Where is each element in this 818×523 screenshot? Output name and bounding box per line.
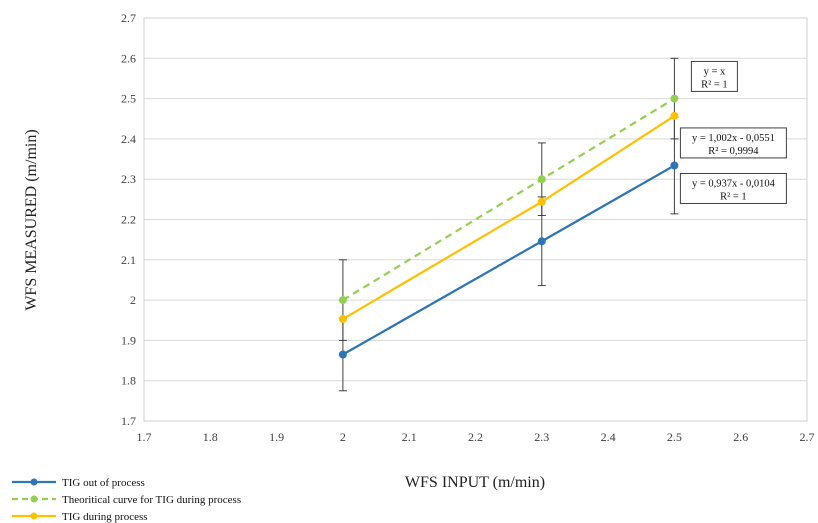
data-point	[537, 197, 546, 206]
x-tick-label: 1.8	[203, 430, 218, 444]
y-tick-labels: 1.7 1.8 1.9 2 2.1 2.2 2.3 2.4 2.5 2.6 2.7	[121, 11, 136, 428]
r-squared-text: R² = 0,9994	[708, 146, 759, 157]
y-tick-label: 2.5	[121, 92, 136, 106]
legend-marker	[30, 478, 38, 486]
y-tick-label: 2.2	[121, 213, 136, 227]
legend-entry: TIG out of process	[12, 477, 145, 489]
data-point	[338, 315, 347, 324]
y-tick-label: 1.9	[121, 333, 136, 347]
equation-annotations: y = x R² = 1 y = 1,002x - 0,0551 R² = 0,999…	[679, 60, 787, 204]
y-tick-label: 2.7	[121, 11, 136, 25]
x-tick-label: 1.7	[137, 430, 152, 444]
y-tick-label: 2.6	[121, 51, 136, 65]
equation-box: y = 1,002x - 0,0551 R² = 0,9994	[679, 127, 787, 159]
equation-box: y = 0,937x - 0,0104 R² = 1	[679, 172, 787, 204]
data-point	[670, 161, 679, 170]
y-tick-label: 2	[130, 293, 136, 307]
series-line	[342, 97, 675, 302]
data-point	[670, 94, 679, 103]
legend: TIG out of process Theoritical curve for …	[12, 477, 241, 523]
legend-label: TIG out of process	[62, 477, 145, 489]
x-tick-label: 2.6	[733, 430, 748, 444]
y-tick-label: 1.7	[121, 414, 136, 428]
x-tick-label: 2.4	[601, 430, 616, 444]
x-tick-label: 2.5	[667, 430, 682, 444]
y-tick-label: 1.8	[121, 374, 136, 388]
series-line	[342, 115, 675, 320]
legend-entry: Theoritical curve for TIG during process	[12, 494, 241, 506]
equation-text: y = x	[704, 66, 726, 77]
data-point	[537, 237, 546, 246]
plot-area-frame	[143, 17, 808, 422]
r-squared-text: R² = 1	[701, 79, 728, 90]
x-axis-title: WFS INPUT (m/min)	[405, 474, 545, 491]
x-tick-label: 2	[340, 430, 346, 444]
data-point	[338, 350, 347, 359]
series-lines	[342, 97, 675, 356]
equation-text: y = 1,002x - 0,0551	[692, 133, 775, 144]
data-point	[670, 111, 679, 120]
data-point	[537, 175, 546, 184]
legend-marker	[30, 512, 38, 520]
equation-text: y = 0,937x - 0,0104	[692, 178, 776, 189]
y-tick-label: 2.1	[121, 253, 136, 267]
r-squared-text: R² = 1	[720, 191, 747, 202]
legend-marker	[30, 495, 38, 503]
legend-entry: TIG during process	[12, 511, 148, 523]
x-tick-label: 2.7	[800, 430, 815, 444]
series-points	[338, 94, 679, 359]
y-tick-label: 2.3	[121, 172, 136, 186]
error-bars	[338, 57, 679, 392]
x-tick-label: 2.3	[534, 430, 549, 444]
legend-label: TIG during process	[62, 511, 148, 523]
equation-box: y = x R² = 1	[690, 60, 738, 92]
data-point	[338, 296, 347, 305]
y-axis-title: WFS MEASURED (m/min)	[23, 129, 40, 310]
x-tick-label: 2.2	[468, 430, 483, 444]
legend-label: Theoritical curve for TIG during process	[62, 494, 241, 506]
y-tick-label: 2.4	[121, 132, 136, 146]
x-tick-labels: 1.7 1.8 1.9 2 2.1 2.2 2.3 2.4 2.5 2.6 2.7	[137, 430, 815, 444]
x-tick-label: 2.1	[402, 430, 417, 444]
x-tick-label: 1.9	[269, 430, 284, 444]
